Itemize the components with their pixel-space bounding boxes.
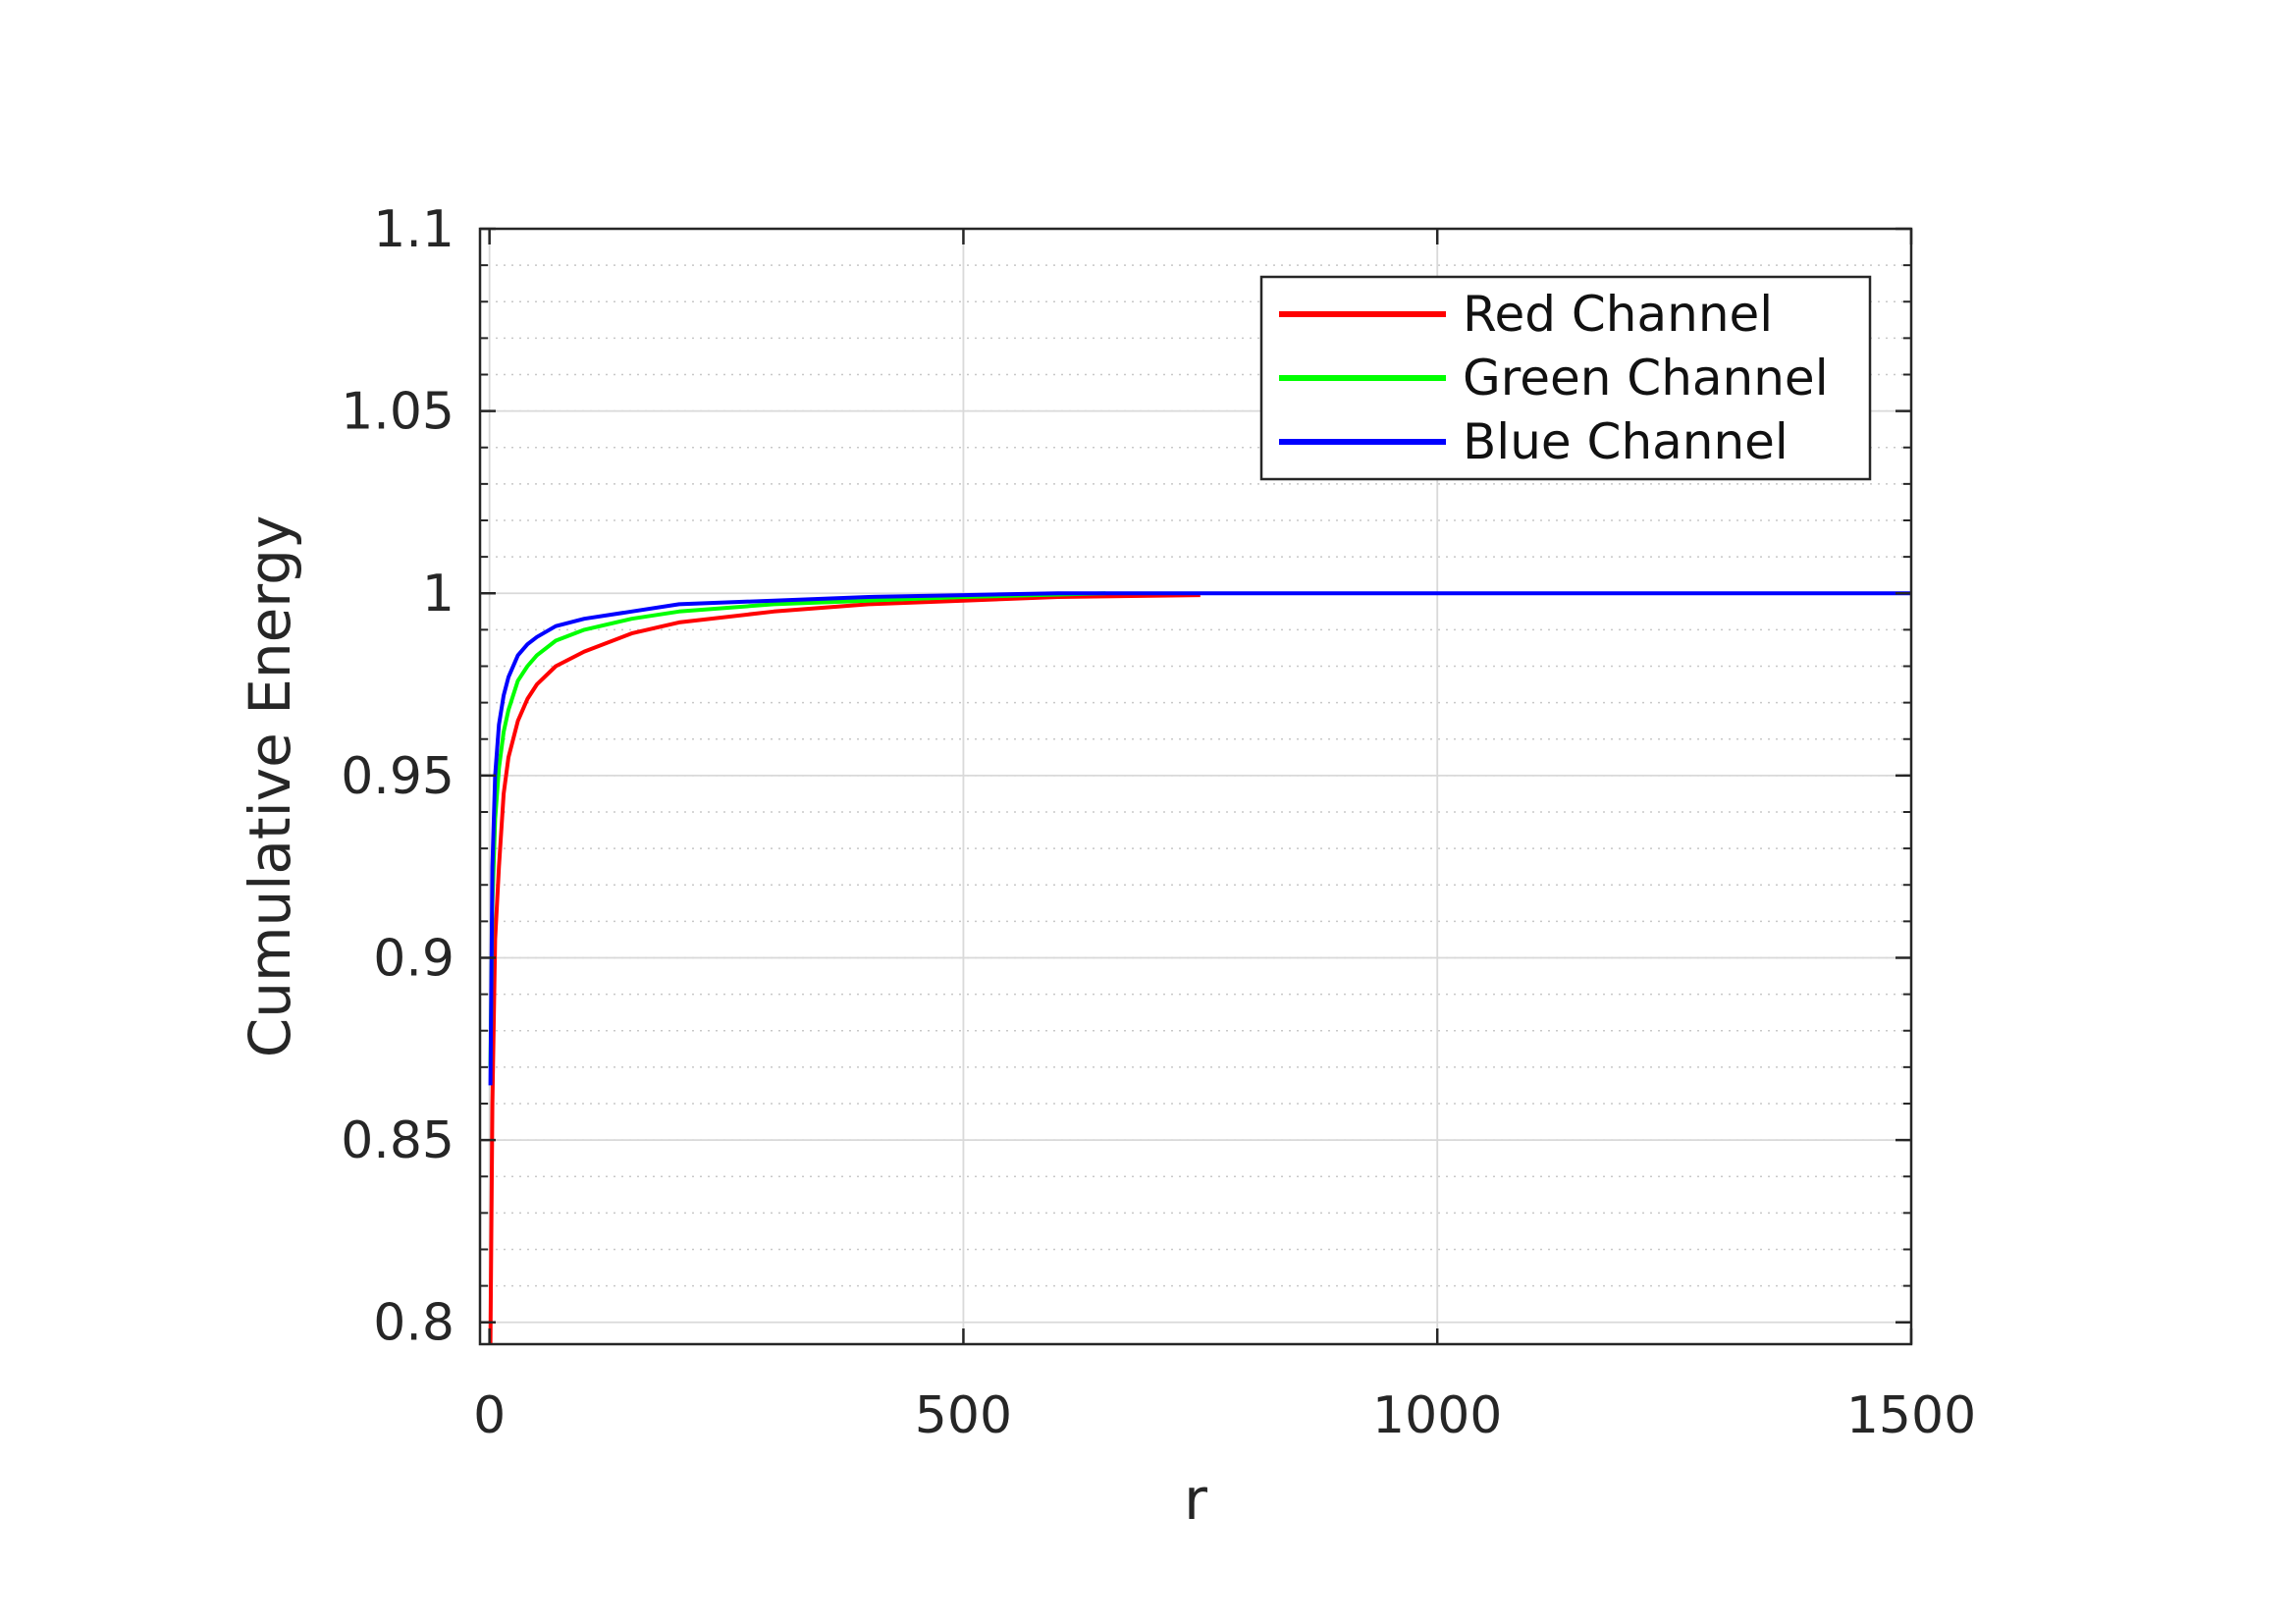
plot-frame [478, 227, 1913, 1346]
legend-label-1: Green Channel [1463, 350, 1829, 406]
x-axis-label: r [1184, 1466, 1207, 1533]
legend: Red Channel Green Channel Blue Channel [1259, 275, 1872, 481]
legend-items: Red Channel Green Channel Blue Channel [1279, 286, 1829, 470]
y-tick-label: 0.8 [373, 1294, 454, 1353]
series-line-0 [488, 593, 1201, 1345]
y-tick-label: 1.05 [341, 383, 454, 442]
y-tick-labels: 0.8 0.85 0.9 0.95 1 1.05 1.1 [341, 200, 454, 1353]
y-tick-label: 1.1 [373, 200, 454, 259]
axis-ticks [480, 227, 1913, 1344]
y-tick-label: 0.95 [341, 747, 454, 806]
y-tick-label: 1 [422, 565, 454, 623]
legend-label-2: Blue Channel [1463, 413, 1789, 470]
x-tick-label: 1000 [1372, 1386, 1502, 1445]
x-tick-label: 1500 [1846, 1386, 1976, 1445]
x-tick-labels: 0 500 1000 1500 [473, 1386, 1976, 1445]
series-line-2 [488, 591, 1911, 1086]
x-tick-label: 500 [915, 1386, 1012, 1445]
legend-label-0: Red Channel [1463, 286, 1773, 343]
series-layer [488, 591, 1911, 1345]
y-tick-label: 0.85 [341, 1111, 454, 1170]
x-tick-label: 0 [473, 1386, 506, 1445]
y-tick-label: 0.9 [373, 929, 454, 988]
series-line-1 [488, 591, 1106, 1067]
y-axis-label: Cumulative Energy [237, 515, 303, 1058]
